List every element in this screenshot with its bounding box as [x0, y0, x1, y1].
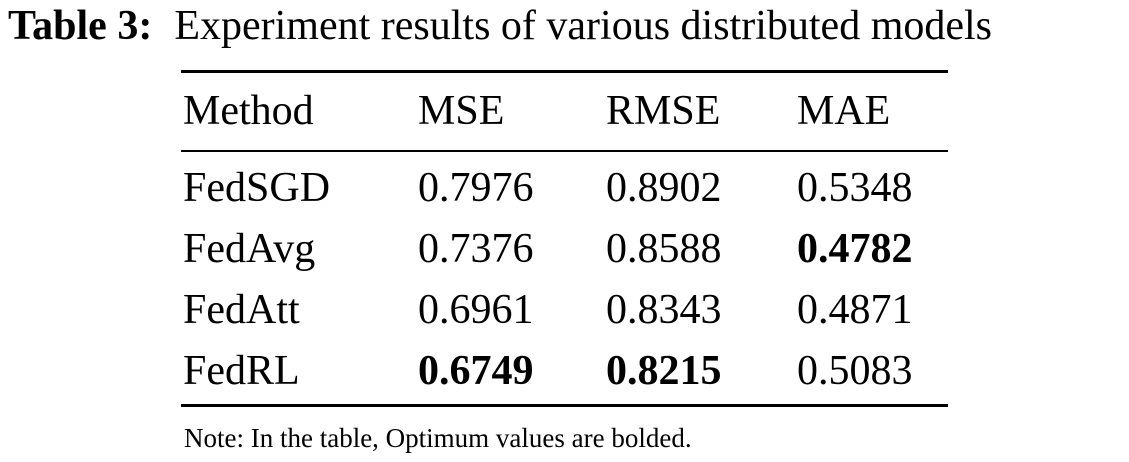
row-fedrl-method: FedRL [183, 348, 300, 394]
header-mse: MSE [418, 88, 505, 134]
table-header-rule [181, 150, 948, 152]
header-mae: MAE [797, 88, 891, 134]
row-fedsgd-mae: 0.5348 [797, 165, 913, 211]
table-caption-text: Experiment results of various distribute… [174, 3, 993, 49]
row-fedatt-mae: 0.4871 [797, 287, 913, 333]
table-caption: Table 3: Experiment results of various di… [8, 0, 992, 52]
row-fedavg-rmse: 0.8588 [606, 226, 722, 272]
row-fedatt-rmse: 0.8343 [606, 287, 722, 333]
row-fedatt-mse: 0.6961 [418, 287, 534, 333]
table-bottom-rule [181, 404, 948, 407]
row-fedrl-rmse-best: 0.8215 [606, 348, 722, 394]
table-note: Note: In the table, Optimum values are b… [184, 423, 692, 453]
row-fedavg-mae-best: 0.4782 [797, 226, 913, 272]
row-fedsgd-mse: 0.7976 [418, 165, 534, 211]
row-fedavg-method: FedAvg [183, 226, 316, 272]
header-method: Method [183, 88, 314, 134]
row-fedsgd-method: FedSGD [183, 165, 331, 211]
header-rmse: RMSE [606, 88, 721, 134]
row-fedatt-method: FedAtt [183, 287, 300, 333]
row-fedrl-mae: 0.5083 [797, 348, 913, 394]
row-fedrl-mse-best: 0.6749 [418, 348, 534, 394]
row-fedavg-mse: 0.7376 [418, 226, 534, 272]
table-caption-label: Table 3: [8, 3, 153, 49]
table-top-rule [181, 70, 948, 73]
row-fedsgd-rmse: 0.8902 [606, 165, 722, 211]
